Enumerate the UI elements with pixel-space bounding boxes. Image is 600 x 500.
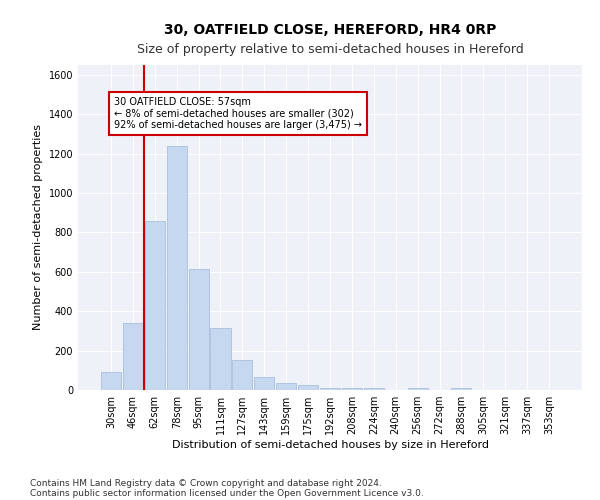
Text: Contains public sector information licensed under the Open Government Licence v3: Contains public sector information licen… xyxy=(30,488,424,498)
Bar xyxy=(276,383,296,390)
Bar xyxy=(298,385,318,390)
Bar xyxy=(407,388,428,390)
Bar xyxy=(254,377,274,390)
Text: 30, OATFIELD CLOSE, HEREFORD, HR4 0RP: 30, OATFIELD CLOSE, HEREFORD, HR4 0RP xyxy=(164,22,496,36)
Bar xyxy=(167,146,187,390)
Bar xyxy=(320,388,340,390)
Bar xyxy=(101,372,121,390)
Bar xyxy=(342,388,362,390)
Bar xyxy=(451,388,472,390)
Text: Contains HM Land Registry data © Crown copyright and database right 2024.: Contains HM Land Registry data © Crown c… xyxy=(30,478,382,488)
Bar xyxy=(364,388,384,390)
Bar xyxy=(188,269,209,390)
Text: Size of property relative to semi-detached houses in Hereford: Size of property relative to semi-detach… xyxy=(137,42,523,56)
Bar xyxy=(211,328,230,390)
X-axis label: Distribution of semi-detached houses by size in Hereford: Distribution of semi-detached houses by … xyxy=(172,440,488,450)
Bar xyxy=(123,323,143,390)
Bar xyxy=(232,360,253,390)
Bar xyxy=(145,220,165,390)
Y-axis label: Number of semi-detached properties: Number of semi-detached properties xyxy=(33,124,43,330)
Text: 30 OATFIELD CLOSE: 57sqm
← 8% of semi-detached houses are smaller (302)
92% of s: 30 OATFIELD CLOSE: 57sqm ← 8% of semi-de… xyxy=(114,96,362,130)
